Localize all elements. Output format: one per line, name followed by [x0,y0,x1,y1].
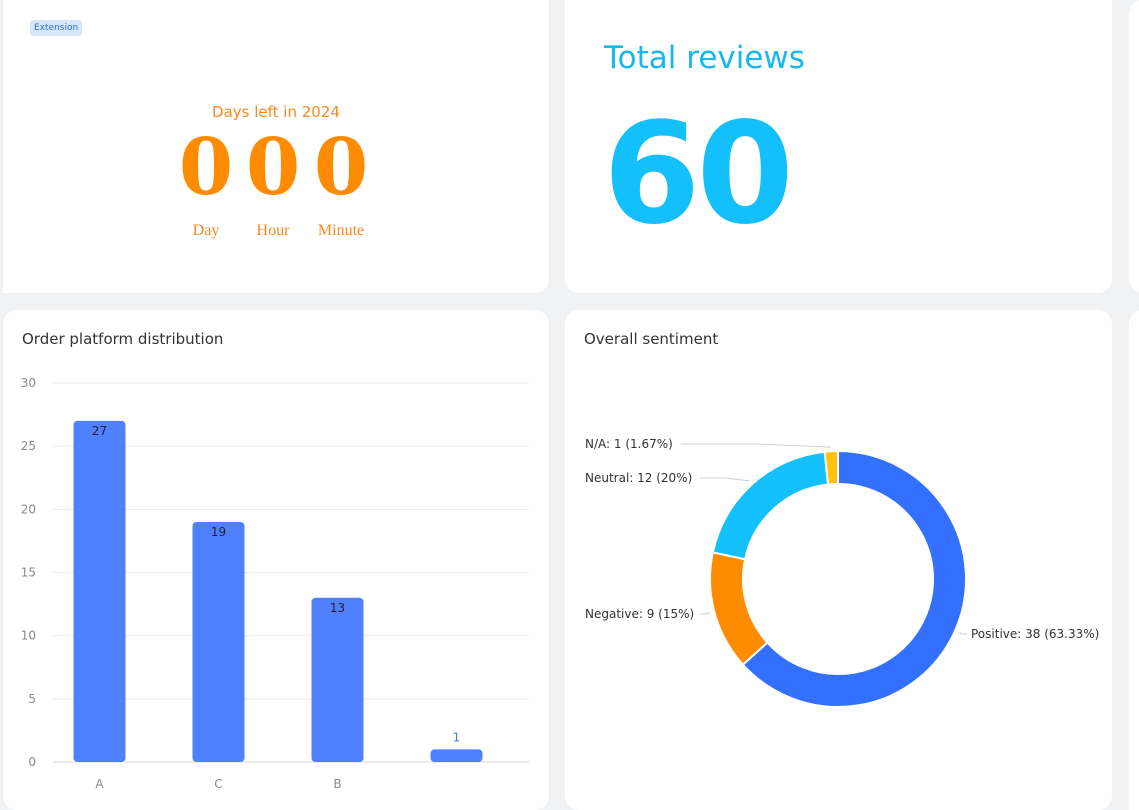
slice-label: N/A: 1 (1.67%) [585,437,673,451]
donut-slice [709,551,769,667]
donut-chart-title: Overall sentiment [584,330,719,348]
bar-chart-title: Order platform distribution [22,330,224,348]
slice-label: Negative: 9 (15%) [585,607,694,621]
y-tick-label: 25 [21,439,36,453]
y-tick-label: 30 [21,376,36,390]
countdown-card: Extension Days left in 2024 0 0 0 Day Ho… [3,0,549,293]
y-tick-label: 20 [21,502,36,516]
countdown-hour-label: Hour [256,222,290,239]
y-tick-label: 10 [21,629,36,643]
bar-value-label: 1 [453,730,461,744]
y-tick-label: 15 [21,566,36,580]
bar [73,420,126,762]
offscreen-card-top [1129,0,1139,293]
slice-label: Positive: 38 (63.33%) [971,627,1099,641]
offscreen-card-bottom [1129,310,1139,810]
total-reviews-card: Total reviews 60 [565,0,1112,293]
countdown-minute-label: Minute [317,222,365,239]
bar [192,521,245,762]
slice-leader-line [699,612,711,615]
bar-chart: 0 5 10 15 20 25 30 27 A 19 C 13 B 1 [21,376,529,791]
bar [311,597,364,762]
bar-chart-card: Order platform distribution 0 5 10 15 20 25 30… [3,310,549,810]
y-tick-label: 0 [28,755,36,769]
x-tick-label: A [95,777,104,791]
donut-slice [741,449,967,708]
bar [430,749,483,762]
donut-chart: Positive: 38 (63.33%) Negative: 9 (15%) Ne… [585,437,1099,708]
slice-leader-line [680,443,832,448]
donut-chart-card: Overall sentiment Positive: 38 (63.33%) N… [565,310,1112,810]
countdown-day-value: 0 [178,122,234,213]
countdown-hour-value: 0 [245,122,301,213]
slice-leader-line [958,632,967,635]
bar-value-label: 27 [92,424,107,438]
slice-label: Neutral: 12 (20%) [585,471,692,485]
bar-value-label: 19 [211,525,226,539]
x-tick-label: B [333,777,341,791]
countdown-title: Days left in 2024 [212,103,340,121]
y-tick-label: 5 [28,692,36,706]
total-reviews-value: 60 [603,93,794,256]
extension-badge: Extension [30,20,83,36]
donut-slice [711,450,830,561]
slice-leader-line [699,477,750,482]
countdown-day-label: Day [192,222,220,239]
donut-slice [823,449,839,486]
x-tick-label: C [214,777,222,791]
total-reviews-title: Total reviews [604,40,805,76]
bar-value-label: 13 [330,601,345,615]
countdown-minute-value: 0 [313,122,369,213]
